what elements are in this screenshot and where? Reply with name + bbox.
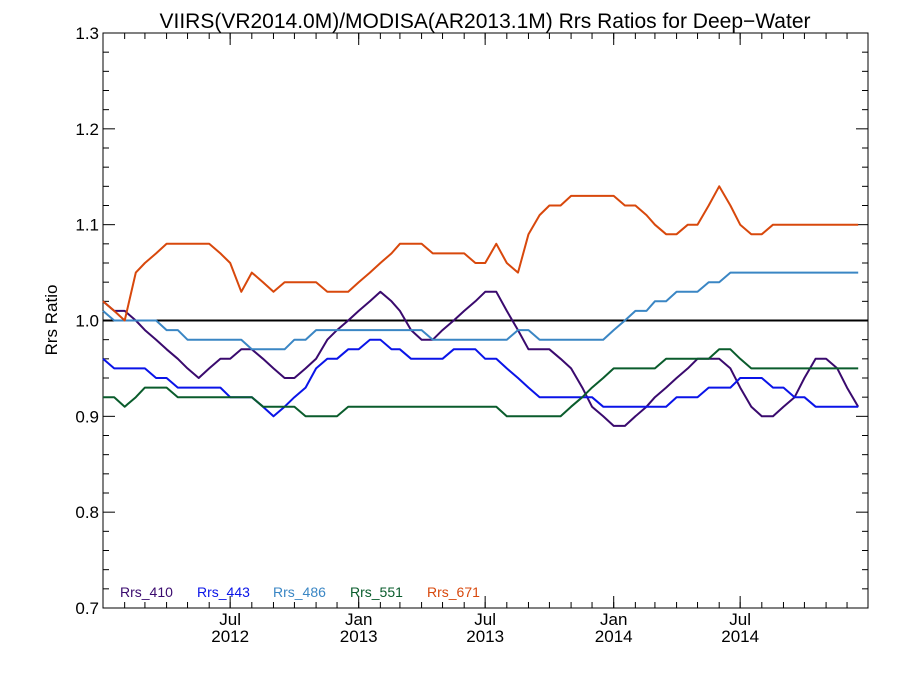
y-axis-label: Rrs Ratio <box>42 285 61 356</box>
x-tick-month-label: Jan <box>345 610 372 629</box>
chart-title: VIIRS(VR2014.0M)/MODISA(AR2013.1M) Rrs R… <box>159 10 810 33</box>
series-line-rrs-671 <box>102 185 859 322</box>
x-tick-year-label: 2014 <box>721 627 759 646</box>
y-tick-label: 0.7 <box>75 599 99 618</box>
y-tick-label: 0.9 <box>75 407 99 426</box>
y-tick-label: 1.3 <box>75 24 99 43</box>
x-tick-month-label: Jan <box>600 610 627 629</box>
legend-entry-rrs-486: Rrs_486 <box>273 584 326 600</box>
x-tick-month-label: Jul <box>219 610 241 629</box>
series-line-rrs-410 <box>102 290 860 427</box>
legend-entry-rrs-443: Rrs_443 <box>197 584 250 600</box>
x-tick-year-label: 2012 <box>211 627 249 646</box>
x-tick-month-label: Jul <box>729 610 751 629</box>
legend-entry-rrs-410: Rrs_410 <box>120 584 173 600</box>
x-tick-year-label: 2013 <box>340 627 378 646</box>
legend-entry-rrs-671: Rrs_671 <box>427 584 480 600</box>
series-line-rrs-443 <box>102 338 859 418</box>
y-tick-label: 1.0 <box>75 312 99 331</box>
x-tick-year-label: 2014 <box>595 627 633 646</box>
plot-area: 0.70.80.91.01.11.21.3Jul2012Jan2013Jul20… <box>75 24 869 646</box>
y-tick-label: 1.2 <box>75 120 99 139</box>
legend-entry-rrs-551: Rrs_551 <box>350 584 403 600</box>
series-line-rrs-486 <box>102 271 859 351</box>
x-tick-year-label: 2013 <box>466 627 504 646</box>
y-tick-label: 1.1 <box>75 216 99 235</box>
x-tick-month-label: Jul <box>474 610 496 629</box>
y-tick-label: 0.8 <box>75 503 99 522</box>
series-line-rrs-551 <box>103 348 859 418</box>
